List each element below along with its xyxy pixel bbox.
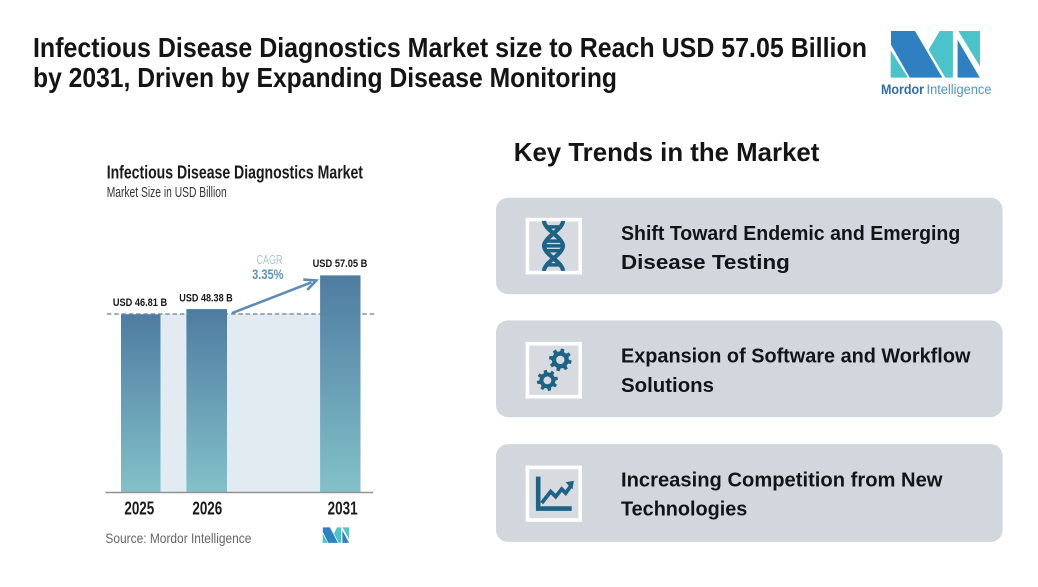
svg-text:Infectious Disease Diagnostics: Infectious Disease Diagnostics Market si… [33,32,867,63]
svg-text:Solutions: Solutions [621,375,714,397]
svg-text:USD 48.38 B: USD 48.38 B [179,293,232,305]
svg-text:Shift Toward Endemic and Emerg: Shift Toward Endemic and Emerging [621,223,960,245]
svg-text:Increasing Competition from Ne: Increasing Competition from New [621,469,943,491]
svg-text:2031: 2031 [328,499,358,520]
svg-text:Technologies: Technologies [621,499,747,521]
svg-text:Market Size in USD Billion: Market Size in USD Billion [107,185,227,201]
svg-text:Key Trends in the Market: Key Trends in the Market [514,137,820,167]
svg-text:Source: Mordor Intelligence: Source: Mordor Intelligence [105,531,251,546]
svg-text:CAGR: CAGR [257,252,283,267]
svg-text:3.35%: 3.35% [252,267,283,282]
svg-text:Mordor: Mordor [881,82,925,97]
svg-text:2026: 2026 [192,499,222,520]
svg-text:USD 46.81 B: USD 46.81 B [113,297,167,309]
svg-text:Expansion of Software and Work: Expansion of Software and Workflow [621,346,971,368]
svg-text:Infectious Disease Diagnostics: Infectious Disease Diagnostics Market [107,162,363,183]
svg-text:Disease Testing: Disease Testing [621,252,790,274]
svg-text:2025: 2025 [124,499,154,520]
svg-text:USD 57.05 B: USD 57.05 B [313,258,368,270]
svg-text:by 2031, Driven by Expanding D: by 2031, Driven by Expanding Disease Mon… [33,62,617,93]
svg-text:Intelligence: Intelligence [927,82,992,97]
